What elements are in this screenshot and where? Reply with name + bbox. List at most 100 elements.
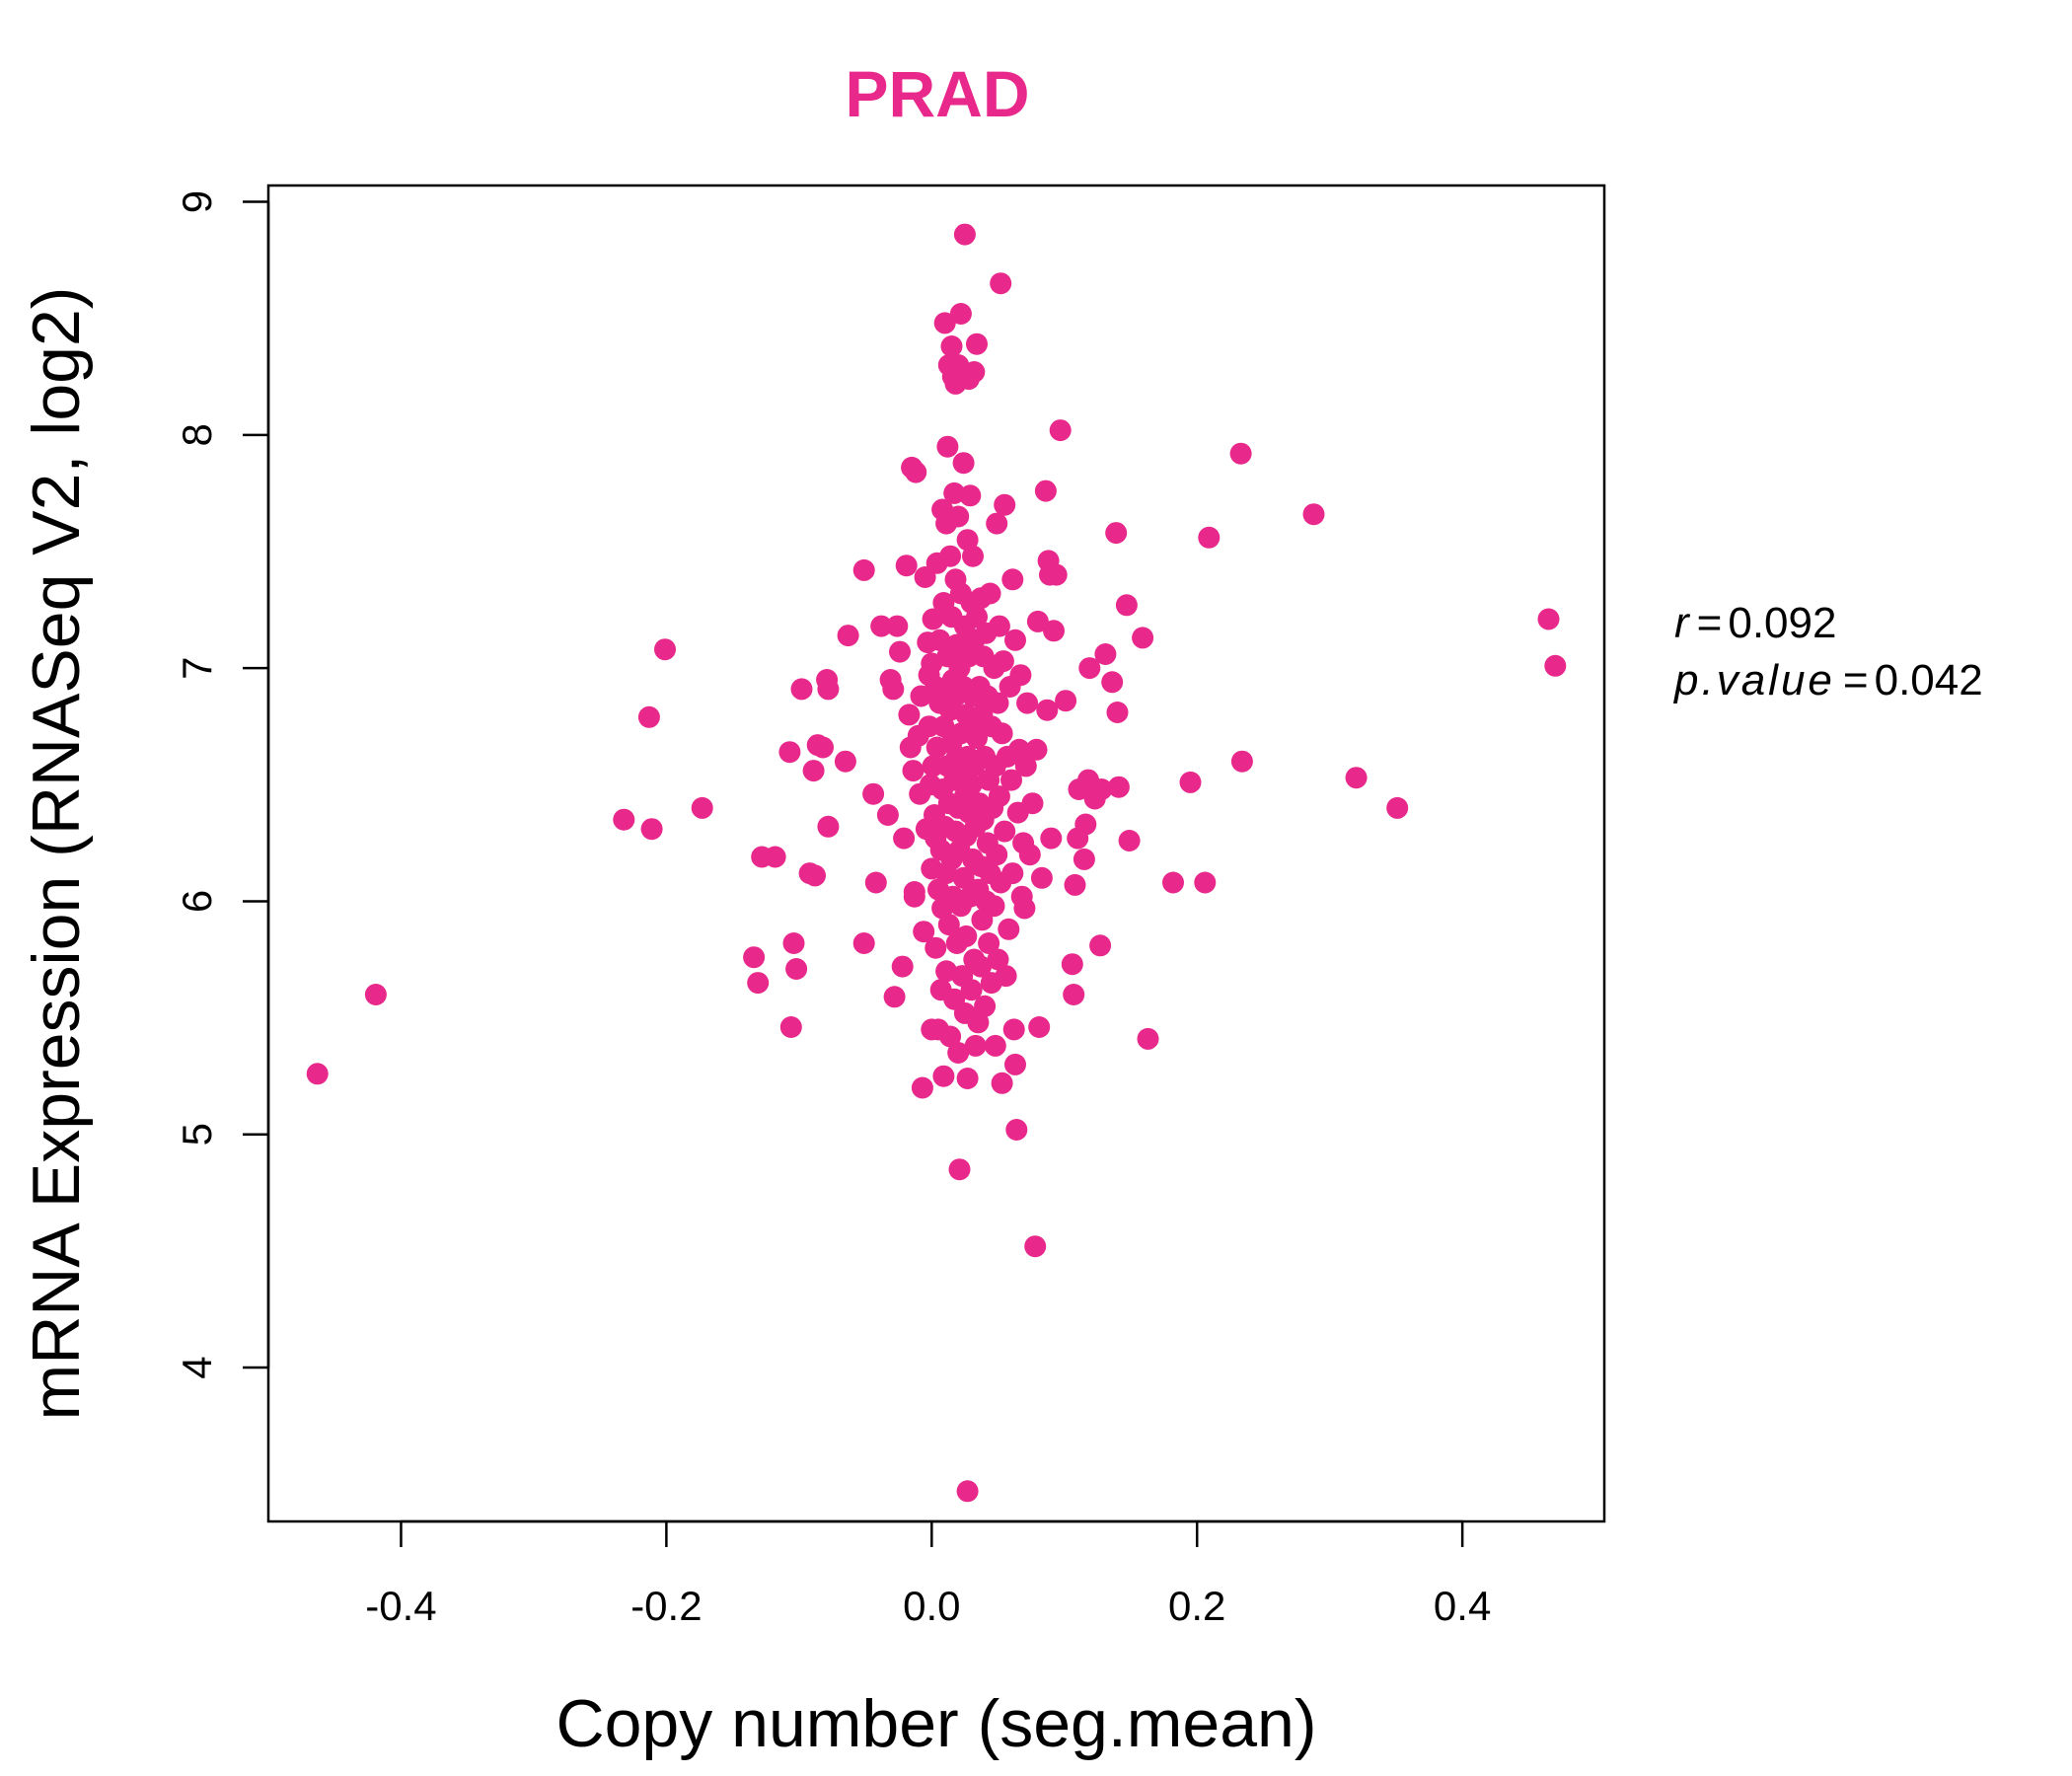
data-point bbox=[898, 703, 921, 726]
data-point bbox=[939, 545, 962, 567]
data-point bbox=[1089, 934, 1112, 957]
data-point bbox=[876, 804, 899, 826]
data-point bbox=[870, 615, 893, 637]
data-point bbox=[1229, 442, 1252, 465]
y-tick-label: 8 bbox=[174, 423, 220, 446]
data-point bbox=[852, 932, 875, 954]
data-point bbox=[817, 815, 840, 838]
data-point bbox=[987, 948, 1009, 971]
data-point bbox=[1094, 643, 1117, 665]
data-point bbox=[1016, 692, 1039, 714]
data-point bbox=[1230, 750, 1253, 773]
data-point bbox=[905, 461, 927, 483]
data-point bbox=[991, 722, 1013, 745]
data-point bbox=[1014, 755, 1037, 777]
data-point bbox=[1063, 984, 1085, 1005]
data-point bbox=[1043, 620, 1065, 642]
data-point bbox=[903, 881, 925, 903]
data-point bbox=[995, 965, 1017, 988]
data-point bbox=[1028, 1016, 1051, 1038]
data-point bbox=[1162, 871, 1184, 894]
data-point bbox=[1026, 610, 1049, 632]
data-point bbox=[913, 921, 935, 943]
data-point bbox=[956, 1068, 979, 1089]
data-point bbox=[1013, 897, 1036, 920]
y-axis: 4 5 6 7 8 9 bbox=[174, 190, 270, 1379]
data-point bbox=[778, 741, 801, 764]
data-point bbox=[1004, 1053, 1026, 1075]
data-point bbox=[955, 925, 978, 947]
data-point bbox=[1001, 568, 1024, 591]
data-point bbox=[939, 1025, 962, 1048]
data-point bbox=[983, 895, 1005, 918]
data-point bbox=[1132, 627, 1154, 649]
y-tick-label: 4 bbox=[174, 1356, 220, 1378]
data-point bbox=[895, 555, 918, 577]
data-point bbox=[1040, 827, 1063, 850]
data-point bbox=[953, 223, 976, 246]
data-point bbox=[1194, 871, 1217, 894]
data-point bbox=[1005, 1119, 1028, 1141]
p-value: 0.042 bbox=[1875, 656, 1983, 704]
data-point bbox=[937, 914, 960, 936]
x-axis-label: Copy number (seg.mean) bbox=[555, 1686, 1316, 1761]
data-point bbox=[862, 782, 885, 805]
data-point bbox=[947, 1042, 970, 1064]
data-point bbox=[891, 955, 914, 978]
data-point bbox=[952, 452, 975, 475]
data-point bbox=[779, 1016, 802, 1038]
data-point bbox=[1002, 1018, 1025, 1041]
data-point bbox=[1101, 671, 1124, 694]
data-point bbox=[990, 272, 1012, 295]
data-point bbox=[364, 984, 387, 1005]
data-point bbox=[936, 435, 959, 458]
data-point bbox=[1105, 522, 1128, 545]
data-point bbox=[1061, 953, 1083, 976]
data-point bbox=[966, 606, 988, 629]
data-point bbox=[986, 844, 1008, 866]
data-point bbox=[978, 932, 1000, 954]
data-point bbox=[960, 979, 983, 1001]
data-point bbox=[986, 512, 1008, 535]
y-tick-label: 9 bbox=[174, 190, 220, 213]
data-point bbox=[1179, 771, 1202, 793]
data-point bbox=[1118, 830, 1141, 851]
data-point bbox=[984, 1034, 1006, 1057]
data-point bbox=[852, 558, 875, 581]
data-point bbox=[782, 932, 805, 954]
data-point bbox=[959, 484, 982, 507]
data-point bbox=[1386, 796, 1409, 819]
data-point bbox=[966, 333, 988, 355]
data-point bbox=[1008, 738, 1030, 761]
data-point bbox=[1045, 563, 1068, 586]
p-value-label: p.value bbox=[1672, 656, 1835, 704]
data-point bbox=[922, 608, 944, 630]
data-point bbox=[1034, 480, 1057, 502]
chart-title: PRAD bbox=[845, 57, 1029, 130]
svg-text:r=0.092: r = 0.092 bbox=[1674, 599, 1836, 647]
data-point bbox=[994, 820, 1016, 843]
data-point bbox=[1074, 813, 1097, 836]
data-point bbox=[613, 808, 635, 831]
x-tick-label: -0.2 bbox=[630, 1583, 702, 1629]
data-point bbox=[992, 650, 1014, 673]
data-point bbox=[864, 871, 887, 894]
data-point bbox=[963, 361, 986, 383]
data-point bbox=[962, 545, 984, 567]
data-point bbox=[306, 1063, 329, 1085]
r-label: r bbox=[1674, 599, 1691, 647]
data-point bbox=[834, 750, 856, 773]
r-value: 0.092 bbox=[1728, 599, 1836, 647]
data-point bbox=[952, 866, 975, 889]
data-point bbox=[1107, 776, 1130, 798]
data-point bbox=[943, 481, 966, 504]
data-point bbox=[974, 995, 997, 1017]
data-point bbox=[940, 335, 963, 357]
data-point bbox=[882, 678, 905, 701]
data-point bbox=[956, 529, 979, 552]
data-point bbox=[1106, 702, 1129, 723]
data-point bbox=[933, 312, 956, 334]
data-point bbox=[1004, 629, 1026, 651]
data-point bbox=[1073, 848, 1095, 870]
